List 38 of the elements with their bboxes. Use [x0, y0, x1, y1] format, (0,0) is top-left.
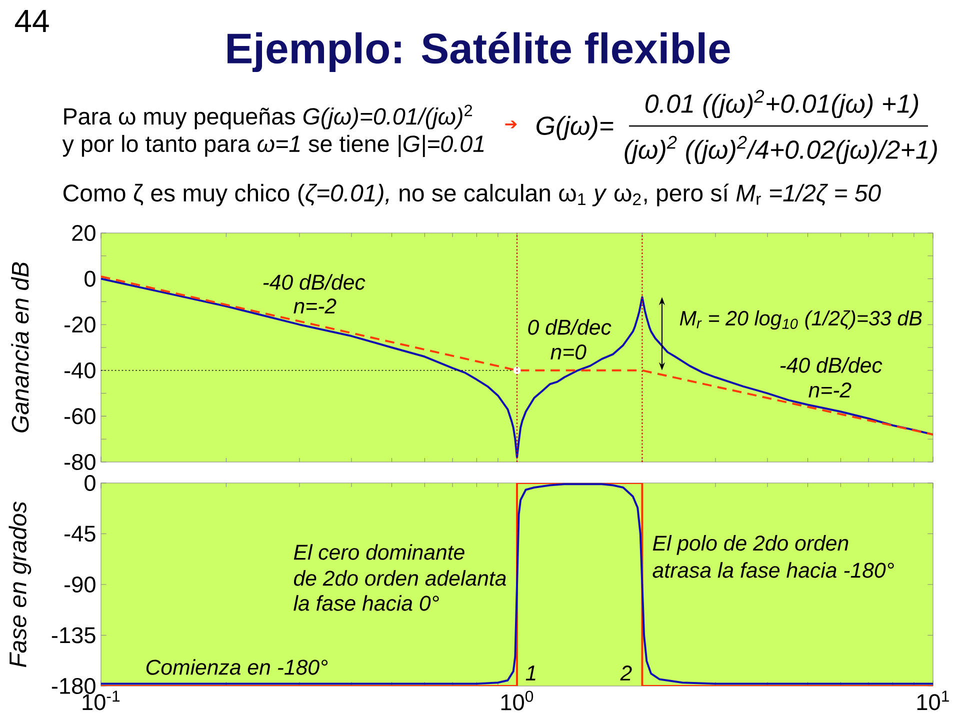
text: Como ζ es muy chico (ζ=0.01), no se calculan ω$_{1}$ y ω$_{2}$, pero sí M$_{r}$ =1/2ζ = 50 — [63, 184, 881, 206]
y-tick-label: -80 — [64, 454, 96, 470]
y-tick-label: -135 — [52, 627, 96, 644]
y-tick-label: 20 — [72, 224, 96, 242]
annotation: de 2do orden adelanta — [294, 570, 506, 586]
annotation: la fase hacia 0° — [294, 595, 439, 611]
text: 0.01 ((jω)$^{2}$+0.01(jω) +1) — [646, 90, 918, 118]
text: y por lo tanto para ω=1 se tiene |G|=0.01 — [62, 134, 484, 158]
annotation: n=-2 — [808, 382, 852, 398]
text: 44 — [14, 10, 49, 32]
y-tick-label: 0 — [84, 474, 96, 492]
annotation: -40 dB/dec — [780, 357, 882, 373]
y-tick-label: -90 — [64, 576, 96, 593]
chart-title: Ejemplo: Satélite flexible — [228, 32, 730, 72]
x-tick-label: 10$^{0}$ — [501, 690, 534, 710]
annotation: M$_{r}$ = 20 log$_{10}$ (1/2ζ)=33 dB — [680, 310, 922, 330]
annotation: El cero dominante — [294, 544, 464, 560]
x-tick-label: 10$^{1}$ — [917, 690, 949, 710]
text: G(jω)= — [536, 116, 614, 140]
annotation: n=-2 — [294, 298, 336, 314]
text: Para ω muy pequeñas G(jω)=0.01/(jω)$^{2}$ — [64, 104, 472, 130]
annotation: El polo de 2do orden — [652, 535, 848, 555]
annotation: 0 dB/dec — [528, 319, 612, 335]
text: ➔ — [505, 120, 517, 128]
y-tick-label: -20 — [64, 316, 96, 333]
annotation: atrasa la fase hacia -180° — [652, 562, 894, 578]
annotation: 2 — [620, 666, 632, 680]
annotation: Comienza en -180° — [146, 659, 328, 675]
y-tick-label: -40 — [64, 362, 96, 378]
y-axis-title: Fase en grados — [8, 502, 32, 668]
annotation: n=0 — [550, 344, 586, 360]
y-tick-label: -60 — [64, 408, 96, 424]
y-tick-label: -45 — [64, 526, 96, 542]
y-axis-title: Ganancia en dB — [11, 262, 29, 432]
annotation: 1 — [526, 666, 536, 680]
annotation: -40 dB/dec — [263, 274, 366, 290]
text: (jω)$^{2}$ ((jω)$^{2}$/4+0.02(jω)/2+1) — [624, 136, 937, 164]
y-tick-label: 0 — [84, 270, 96, 287]
